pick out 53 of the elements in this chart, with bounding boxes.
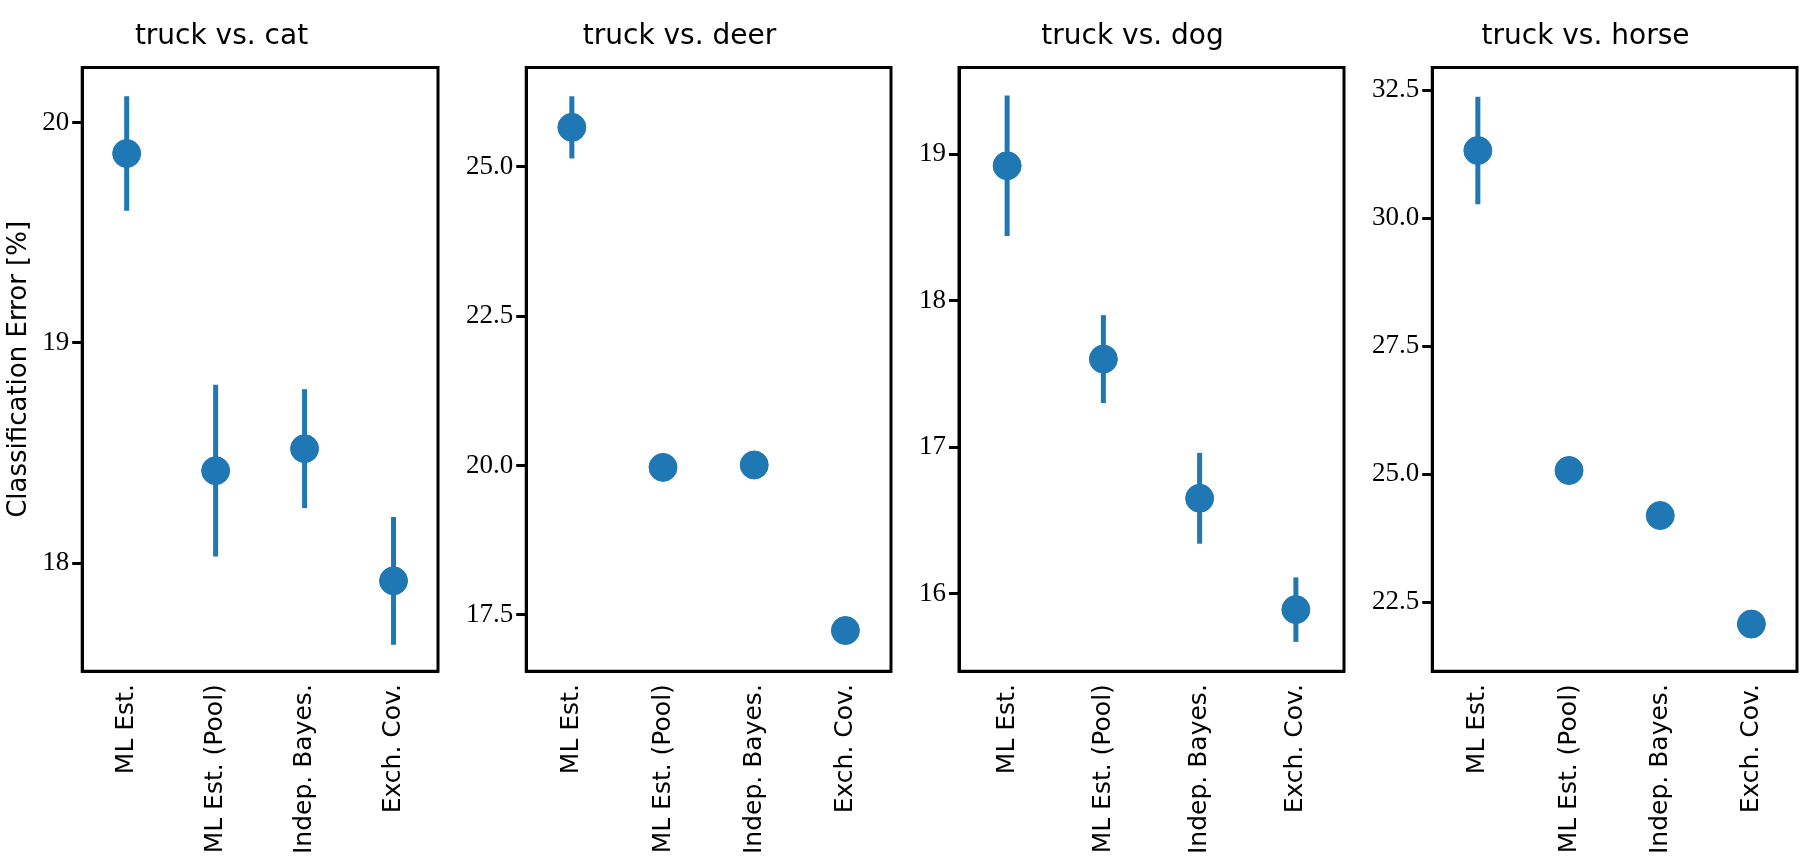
x-tick-label: ML Est. (Pool) xyxy=(1086,684,1116,854)
point xyxy=(201,456,231,486)
y-tick-label: 17 xyxy=(919,430,946,461)
point xyxy=(830,616,860,646)
x-tick-label: Exch. Cov. xyxy=(377,684,407,814)
point xyxy=(992,151,1022,181)
x-tick-label: Indep. Bayes. xyxy=(1643,684,1673,855)
x-tick-label: ML Est. (Pool) xyxy=(199,684,229,854)
y-axis-title: Classification Error [%] xyxy=(2,220,33,518)
x-tick-label: Exch. Cov. xyxy=(1279,684,1309,814)
point xyxy=(648,452,678,482)
y-tick-label: 19 xyxy=(919,137,946,168)
y-tick-label: 16 xyxy=(919,576,946,607)
y-tick-label: 20.0 xyxy=(466,448,514,479)
point xyxy=(1736,609,1766,639)
x-tick-label: ML Est. xyxy=(110,684,140,775)
y-tick-label: 17.5 xyxy=(466,598,514,629)
x-tick-label: Indep. Bayes. xyxy=(1183,684,1213,855)
point xyxy=(739,450,769,480)
point xyxy=(1554,455,1584,485)
x-tick-label: Indep. Bayes. xyxy=(288,684,318,855)
x-tick-label: ML Est. xyxy=(555,684,585,775)
point xyxy=(290,434,320,464)
point xyxy=(379,566,409,596)
x-tick-label: Exch. Cov. xyxy=(1734,684,1764,814)
x-tick-label: ML Est. (Pool) xyxy=(1552,684,1582,854)
chart-title: truck vs. cat xyxy=(134,18,309,52)
x-tick-label: Exch. Cov. xyxy=(828,684,858,814)
y-tick-label: 27.5 xyxy=(1372,329,1420,360)
point xyxy=(1281,595,1311,625)
chart-title: truck vs. dog xyxy=(1041,18,1224,52)
x-tick-label: ML Est. xyxy=(990,684,1020,775)
chart-title: truck vs. horse xyxy=(1481,18,1690,52)
y-tick-label: 19 xyxy=(42,326,70,357)
y-tick-label: 18 xyxy=(919,283,946,314)
x-tick-label: Indep. Bayes. xyxy=(737,684,767,855)
x-tick-label: ML Est. xyxy=(1461,684,1491,775)
y-tick-label: 22.5 xyxy=(1372,585,1420,616)
point xyxy=(112,139,142,169)
y-tick-label: 20 xyxy=(42,105,70,136)
chart-title: truck vs. deer xyxy=(582,18,777,52)
point xyxy=(1185,483,1215,513)
y-tick-label: 32.5 xyxy=(1372,73,1420,104)
point xyxy=(1463,136,1493,166)
point xyxy=(1088,344,1118,374)
x-tick-label: ML Est. (Pool) xyxy=(646,684,676,854)
y-tick-label: 18 xyxy=(42,546,70,577)
y-tick-label: 25.0 xyxy=(466,149,514,180)
y-tick-label: 30.0 xyxy=(1372,201,1420,232)
point xyxy=(557,112,587,142)
y-tick-label: 25.0 xyxy=(1372,457,1420,488)
point xyxy=(1645,501,1675,531)
y-tick-label: 22.5 xyxy=(466,299,514,330)
